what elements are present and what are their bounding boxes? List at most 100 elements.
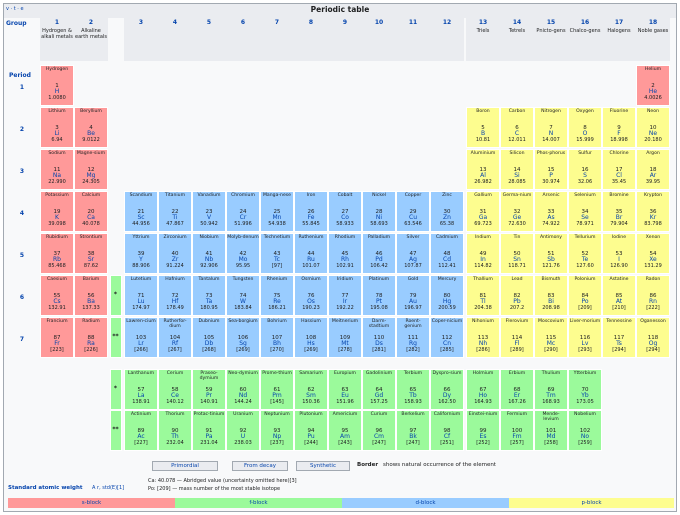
element-cell-bi[interactable]: Bismuth 83 Bi 208.98 (534, 275, 568, 316)
element-cell-pr[interactable]: Praseo-dymium 59 Pr 140.91 (192, 369, 226, 410)
legend-from-decay[interactable]: From decay (232, 461, 288, 471)
element-cell-og[interactable]: Oganesson 118 Og [294] (636, 317, 670, 358)
element-cell-kr[interactable]: Krypton 36 Kr 83.798 (636, 191, 670, 232)
element-cell-fe[interactable]: Iron 26 Fe 55.845 (294, 191, 328, 232)
element-cell-hg[interactable]: Mercury 80 Hg 200.59 (430, 275, 464, 316)
element-cell-pa[interactable]: Protac-tinium 91 Pa 231.04 (192, 410, 226, 451)
element-cell-eu[interactable]: Europium 63 Eu 151.96 (328, 369, 362, 410)
element-cell-as[interactable]: Arsenic 33 As 74.922 (534, 191, 568, 232)
element-cell-po[interactable]: Polonium 84 Po [209] (568, 275, 602, 316)
element-cell-cn[interactable]: Coper-nicium 112 Cn [285] (430, 317, 464, 358)
element-cell-ru[interactable]: Ruthenium 44 Ru 101.07 (294, 233, 328, 274)
element-cell-bh[interactable]: Bohrium 107 Bh [270] (260, 317, 294, 358)
element-cell-v[interactable]: Vanadium 23 V 50.942 (192, 191, 226, 232)
legend-primordial[interactable]: Primordial (152, 461, 218, 471)
element-cell-cr[interactable]: Chromium 24 Cr 51.996 (226, 191, 260, 232)
element-cell-rb[interactable]: Rubidium 37 Rb 85.468 (40, 233, 74, 274)
element-cell-pt[interactable]: Platinum 78 Pt 195.08 (362, 275, 396, 316)
group-number-17[interactable]: 17 (614, 19, 624, 26)
group-number-9[interactable]: 9 (342, 19, 348, 26)
element-cell-nd[interactable]: Neo-dymium 60 Nd 144.24 (226, 369, 260, 410)
element-cell-mt[interactable]: Meitnerium 109 Mt [278] (328, 317, 362, 358)
element-cell-sm[interactable]: Samarium 62 Sm 150.36 (294, 369, 328, 410)
element-cell-li[interactable]: Lithium 3 Li 6.94 (40, 107, 74, 148)
period-number-6[interactable]: 6 (19, 294, 25, 301)
vte-links[interactable]: v · t · e (6, 6, 24, 12)
element-cell-co[interactable]: Cobalt 27 Co 58.933 (328, 191, 362, 232)
element-cell-in[interactable]: Indium 49 In 114.82 (466, 233, 500, 274)
element-cell-ne[interactable]: Neon 10 Ne 20.180 (636, 107, 670, 148)
element-cell-pu[interactable]: Plutonium 94 Pu [244] (294, 410, 328, 451)
element-cell-md[interactable]: Mende-levium 101 Md [258] (534, 410, 568, 451)
element-cell-hs[interactable]: Hassium 108 Hs [269] (294, 317, 328, 358)
element-cell-h[interactable]: Hydrogen 1 H 1.0080 (40, 65, 74, 106)
element-cell-zn[interactable]: Zinc 30 Zn 65.38 (430, 191, 464, 232)
element-cell-es[interactable]: Einstei-nium 99 Es [252] (466, 410, 500, 451)
period-number-3[interactable]: 3 (19, 168, 25, 175)
element-cell-ts[interactable]: Tennessine 117 Ts [294] (602, 317, 636, 358)
period-number-1[interactable]: 1 (19, 84, 25, 91)
element-cell-er[interactable]: Erbium 68 Er 167.26 (500, 369, 534, 410)
element-cell-sg[interactable]: Sea-borgium 106 Sg [269] (226, 317, 260, 358)
group-number-3[interactable]: 3 (138, 19, 144, 26)
element-cell-tc[interactable]: Technetium 43 Tc [97] (260, 233, 294, 274)
element-cell-fm[interactable]: Fermium 100 Fm [257] (500, 410, 534, 451)
element-cell-am[interactable]: Americium 95 Am [243] (328, 410, 362, 451)
element-cell-ra[interactable]: Radium 88 Ra [226] (74, 317, 108, 358)
element-cell-yb[interactable]: Ytterbium 70 Yb 173.05 (568, 369, 602, 410)
element-cell-db[interactable]: Dubnium 105 Db [268] (192, 317, 226, 358)
element-cell-cf[interactable]: Californium 98 Cf [251] (430, 410, 464, 451)
element-cell-br[interactable]: Bromine 35 Br 79.904 (602, 191, 636, 232)
group-number-7[interactable]: 7 (274, 19, 280, 26)
element-cell-hf[interactable]: Hafnium 72 Hf 178.49 (158, 275, 192, 316)
element-cell-lu[interactable]: Lutetium 71 Lu 174.97 (124, 275, 158, 316)
element-cell-f[interactable]: Fluorine 9 F 18.998 (602, 107, 636, 148)
period-number-5[interactable]: 5 (19, 252, 25, 259)
element-cell-pm[interactable]: Prome-thium 61 Pm [145] (260, 369, 294, 410)
element-cell-se[interactable]: Selenium 34 Se 78.971 (568, 191, 602, 232)
element-cell-s[interactable]: Sulfur 16 S 32.06 (568, 149, 602, 190)
element-cell-fr[interactable]: Francium 87 Fr [223] (40, 317, 74, 358)
element-cell-tb[interactable]: Terbium 65 Tb 158.93 (396, 369, 430, 410)
element-cell-ho[interactable]: Holmium 67 Ho 164.93 (466, 369, 500, 410)
group-number-1[interactable]: 1 (54, 19, 60, 26)
element-cell-k[interactable]: Potassium 19 K 39.098 (40, 191, 74, 232)
element-cell-b[interactable]: Boron 5 B 10.81 (466, 107, 500, 148)
element-cell-na[interactable]: Sodium 11 Na 22.990 (40, 149, 74, 190)
element-cell-rh[interactable]: Rhodium 45 Rh 102.91 (328, 233, 362, 274)
group-number-16[interactable]: 16 (580, 19, 590, 26)
element-cell-ir[interactable]: Iridium 77 Ir 192.22 (328, 275, 362, 316)
element-cell-ta[interactable]: Tantalum 73 Ta 180.95 (192, 275, 226, 316)
period-number-4[interactable]: 4 (19, 210, 25, 217)
element-cell-mo[interactable]: Molyb-denum 42 Mo 95.95 (226, 233, 260, 274)
element-cell-no[interactable]: Nobelium 102 No [259] (568, 410, 602, 451)
element-cell-mc[interactable]: Moscovium 115 Mc [290] (534, 317, 568, 358)
legend-s-block[interactable]: s-block (8, 498, 175, 508)
element-cell-ce[interactable]: Cerium 58 Ce 140.12 (158, 369, 192, 410)
element-cell-tl[interactable]: Thallium 81 Tl 204.38 (466, 275, 500, 316)
element-cell-th[interactable]: Thorium 90 Th 232.04 (158, 410, 192, 451)
group-number-18[interactable]: 18 (648, 19, 658, 26)
group-number-10[interactable]: 10 (374, 19, 384, 26)
element-cell-fl[interactable]: Flerovium 114 Fl [289] (500, 317, 534, 358)
element-cell-ba[interactable]: Barium 56 Ba 137.33 (74, 275, 108, 316)
element-cell-p[interactable]: Phos-phorus 15 P 30.974 (534, 149, 568, 190)
element-cell-cd[interactable]: Cadmium 48 Cd 112.41 (430, 233, 464, 274)
element-cell-te[interactable]: Tellurium 52 Te 127.60 (568, 233, 602, 274)
std-weight-formula[interactable]: A r, std(E)[1] (92, 485, 125, 491)
element-cell-ds[interactable]: Darm-stadtium 110 Ds [281] (362, 317, 396, 358)
legend-f-block[interactable]: f-block (175, 498, 342, 508)
element-cell-ar[interactable]: Argon 18 Ar 39.95 (636, 149, 670, 190)
element-cell-sn[interactable]: Tin 50 Sn 118.71 (500, 233, 534, 274)
group-number-5[interactable]: 5 (206, 19, 212, 26)
group-number-6[interactable]: 6 (240, 19, 246, 26)
element-cell-o[interactable]: Oxygen 8 O 15.999 (568, 107, 602, 148)
std-weight-label[interactable]: Standard atomic weight (8, 485, 83, 491)
element-cell-bk[interactable]: Berkelium 97 Bk [247] (396, 410, 430, 451)
period-number-7[interactable]: 7 (19, 336, 25, 343)
element-cell-la[interactable]: Lanthanum 57 La 138.91 (124, 369, 158, 410)
element-cell-lv[interactable]: Liver-morium 116 Lv [293] (568, 317, 602, 358)
group-number-13[interactable]: 13 (478, 19, 488, 26)
element-cell-u[interactable]: Uranium 92 U 238.03 (226, 410, 260, 451)
element-cell-au[interactable]: Gold 79 Au 196.97 (396, 275, 430, 316)
